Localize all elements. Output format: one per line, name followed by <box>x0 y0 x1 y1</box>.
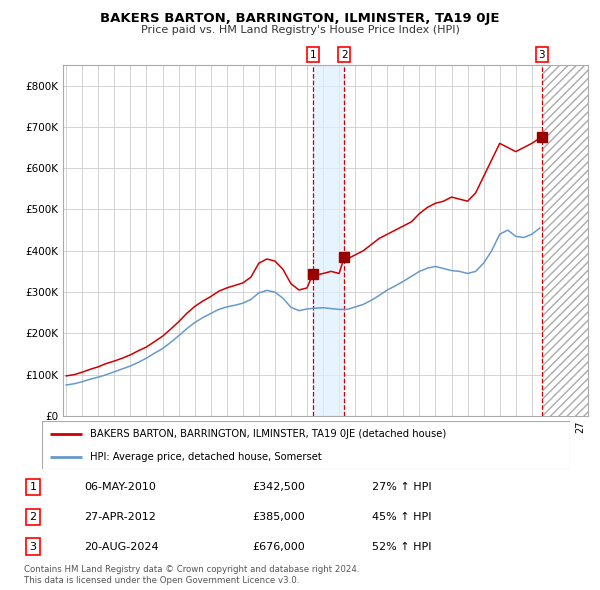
Text: Price paid vs. HM Land Registry's House Price Index (HPI): Price paid vs. HM Land Registry's House … <box>140 25 460 35</box>
Text: 3: 3 <box>539 50 545 60</box>
Text: 1: 1 <box>29 482 37 492</box>
Text: Contains HM Land Registry data © Crown copyright and database right 2024.: Contains HM Land Registry data © Crown c… <box>24 565 359 574</box>
Text: 20-AUG-2024: 20-AUG-2024 <box>84 542 158 552</box>
Text: 1: 1 <box>310 50 316 60</box>
Text: BAKERS BARTON, BARRINGTON, ILMINSTER, TA19 0JE: BAKERS BARTON, BARRINGTON, ILMINSTER, TA… <box>100 12 500 25</box>
Text: 52% ↑ HPI: 52% ↑ HPI <box>372 542 431 552</box>
Text: 2: 2 <box>29 512 37 522</box>
Text: 27-APR-2012: 27-APR-2012 <box>84 512 156 522</box>
Text: HPI: Average price, detached house, Somerset: HPI: Average price, detached house, Some… <box>89 453 321 463</box>
Text: £385,000: £385,000 <box>252 512 305 522</box>
Text: £342,500: £342,500 <box>252 482 305 492</box>
Bar <box>313 65 344 416</box>
Text: £676,000: £676,000 <box>252 542 305 552</box>
Text: This data is licensed under the Open Government Licence v3.0.: This data is licensed under the Open Gov… <box>24 576 299 585</box>
Text: 2: 2 <box>341 50 347 60</box>
Text: 45% ↑ HPI: 45% ↑ HPI <box>372 512 431 522</box>
Text: BAKERS BARTON, BARRINGTON, ILMINSTER, TA19 0JE (detached house): BAKERS BARTON, BARRINGTON, ILMINSTER, TA… <box>89 429 446 439</box>
Text: 3: 3 <box>29 542 37 552</box>
Text: 27% ↑ HPI: 27% ↑ HPI <box>372 482 431 492</box>
Text: 06-MAY-2010: 06-MAY-2010 <box>84 482 156 492</box>
Bar <box>542 65 588 416</box>
